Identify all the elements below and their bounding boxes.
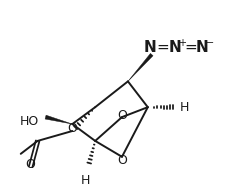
Text: N: N [196,40,209,55]
Text: N: N [168,40,181,55]
Polygon shape [45,115,72,124]
Polygon shape [128,53,153,81]
Text: N: N [143,40,156,55]
Text: O: O [26,158,36,171]
Text: =: = [156,40,169,55]
Text: O: O [117,154,127,167]
Text: H: H [81,174,90,187]
Text: H: H [179,101,189,114]
Text: −: − [206,38,214,48]
Text: +: + [179,38,186,48]
Text: HO: HO [19,115,39,127]
Text: O: O [67,122,77,135]
Text: =: = [184,40,197,55]
Text: O: O [117,109,127,122]
